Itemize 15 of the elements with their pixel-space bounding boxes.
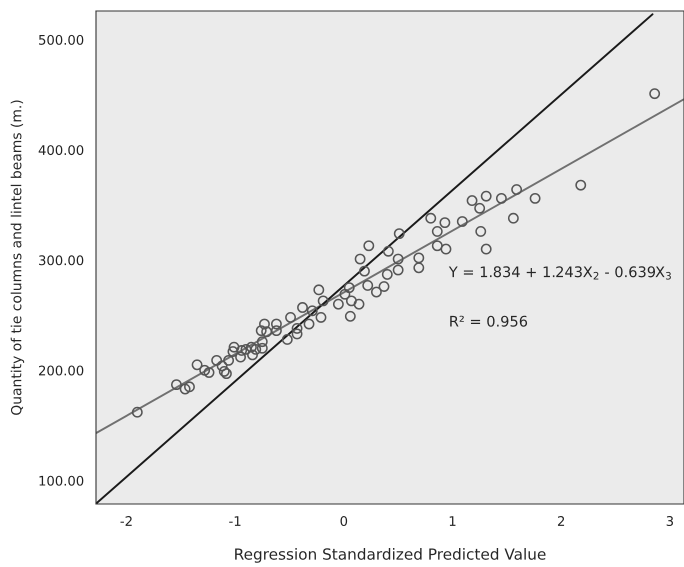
y-tick-label: 400.00 bbox=[38, 145, 84, 156]
x-tick-label: -2 bbox=[120, 516, 132, 526]
x-tick-label: 1 bbox=[450, 516, 456, 526]
x-tick-label: 3 bbox=[666, 516, 674, 526]
y-tick-label: 500.00 bbox=[39, 34, 84, 45]
x-tick-label: 2 bbox=[558, 516, 564, 526]
x-tick-label: 0 bbox=[340, 516, 348, 526]
y-tick-label: 200.00 bbox=[38, 366, 84, 376]
x-axis-title: Regression Standardized Predicted Value bbox=[235, 548, 546, 563]
y-tick-label: 100.00 bbox=[39, 476, 84, 486]
y-axis-title: Quantity of tie columns and lintel beams (m.) bbox=[10, 100, 24, 415]
annotation: Y = 1.834 + 1.243X$_{2}$ - 0.639X$_{3}$ bbox=[448, 266, 671, 280]
y-tick-label: 300.00 bbox=[39, 255, 84, 266]
x-tick-label: -1 bbox=[229, 516, 240, 526]
annotation: R² = 0.956 bbox=[450, 316, 528, 327]
